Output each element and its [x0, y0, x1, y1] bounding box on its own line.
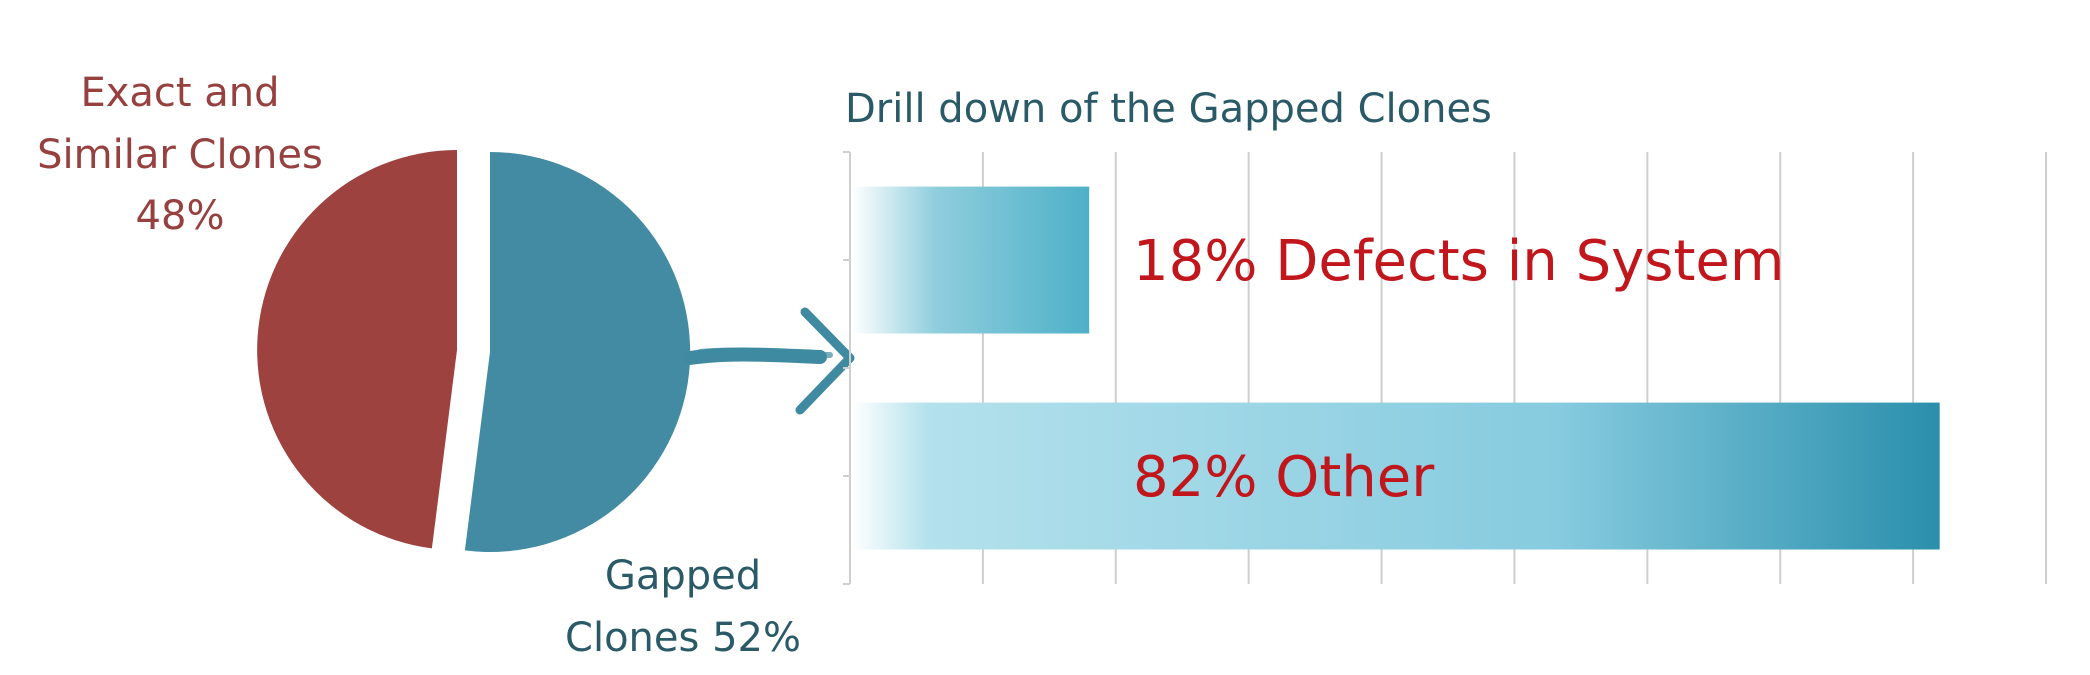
bar-defects-in-system — [852, 186, 1090, 334]
pie-label-exact-line1: Exact and — [80, 70, 279, 116]
arrow-right-icon — [683, 307, 855, 415]
bar-label-other: 82% Other — [1133, 445, 1435, 510]
pie-label-exact-percent: 48% — [136, 193, 225, 239]
pie-slice-exact-similar-clones — [257, 150, 457, 549]
pie-label-gapped: Gapped Clones 52% — [565, 553, 801, 661]
bar-other — [852, 402, 1940, 550]
bar-chart-gridlines — [843, 151, 2047, 585]
pie-label-exact-similar: Exact and Similar Clones 48% — [37, 70, 323, 239]
pie-slice-gapped-clones — [464, 151, 691, 552]
pie-label-gapped-line1: Gapped — [605, 553, 761, 599]
pie-label-gapped-line2: Clones 52% — [565, 615, 801, 661]
bar-chart-title: Drill down of the Gapped Clones — [845, 86, 1492, 132]
bar-chart-bars: 18% Defects in System 82% Other — [852, 186, 1940, 550]
pie-chart — [257, 150, 691, 552]
pie-label-exact-line2: Similar Clones — [37, 132, 323, 178]
bar-label-defects-in-system: 18% Defects in System — [1133, 229, 1784, 294]
